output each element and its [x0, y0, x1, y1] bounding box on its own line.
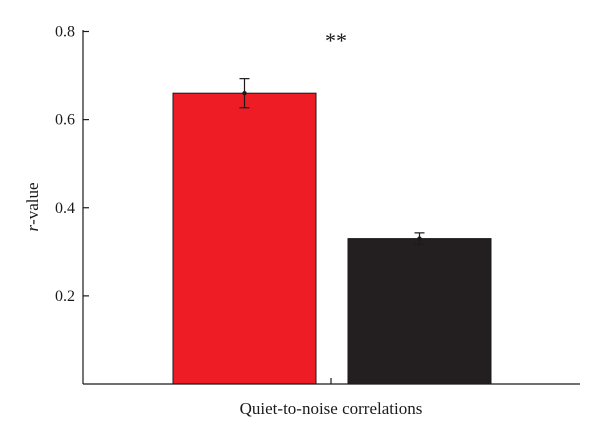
error-bar-1: [239, 78, 250, 109]
y-axis-label-italic: r: [23, 225, 42, 232]
y-axis-label-rest: -value: [23, 182, 42, 224]
x-axis-label: Quiet-to-noise correlations: [240, 399, 423, 418]
y-axis-ticks: 0.2 0.4 0.6 0.8: [55, 24, 89, 305]
bar-1: [172, 92, 317, 385]
bar-2: [347, 238, 492, 385]
y-axis-label: r-value: [23, 182, 42, 231]
y-tick-label: 0.8: [55, 24, 75, 41]
y-tick-label: 0.2: [55, 288, 75, 305]
y-tick-label: 0.6: [55, 112, 75, 129]
y-tick-label: 0.4: [55, 200, 75, 217]
error-bars: [239, 78, 425, 245]
error-bar-2: [414, 232, 425, 245]
bars: [172, 92, 492, 385]
significance-annotation: **: [325, 28, 347, 53]
